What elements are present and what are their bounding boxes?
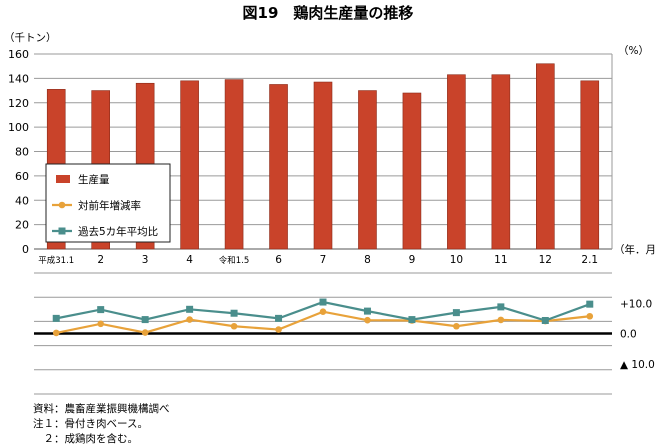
point-marker [364, 316, 371, 324]
x-tick-label: 9 [409, 254, 416, 266]
bar [447, 74, 466, 250]
point-marker [452, 309, 460, 317]
x-tick-label: 4 [186, 254, 193, 266]
x-axis-title: （年．月） [614, 243, 656, 256]
y-tick-label: 120 [8, 97, 29, 110]
point-marker [275, 314, 283, 322]
point-marker [497, 303, 505, 311]
y-tick-label: 60 [15, 170, 29, 183]
point-marker [52, 329, 60, 337]
point-marker [275, 326, 282, 333]
point-marker [186, 305, 194, 313]
note-source: 資料：農畜産業振興機構調べ [33, 403, 170, 415]
y-axis-title: （千トン） [4, 32, 57, 44]
point-marker [408, 316, 416, 324]
point-marker [186, 316, 193, 323]
bar [536, 63, 555, 250]
x-tick-label: 10 [450, 254, 463, 266]
note-1: 注１：骨付き肉ベース。 [33, 418, 148, 430]
legend-swatch [56, 175, 70, 183]
y-tick-label: 40 [15, 194, 29, 207]
x-tick-label: 12 [539, 254, 552, 266]
x-tick-label: 平成31.1 [38, 255, 74, 266]
point-marker [319, 298, 327, 306]
y2-tick-label: +10.0 [620, 298, 652, 310]
note-2: ２：成鶏肉を含む。 [33, 433, 138, 445]
point-marker [52, 314, 60, 322]
bar [269, 84, 288, 250]
y2-axis-title: （%） [618, 45, 649, 57]
x-tick-label: 7 [320, 254, 327, 266]
point-marker [230, 322, 238, 330]
y2-tick-label: ▲ 10.0 [620, 359, 655, 371]
legend-marker [58, 227, 66, 235]
legend-marker [58, 201, 66, 209]
x-tick-label: 令和1.5 [219, 255, 250, 266]
production-plot: 0 20 40 60 80 100 120 140 160 平成31.1 2 3 4 令和1.5 6 7 8 9 1… [8, 48, 613, 266]
y2-tick-label: 0.0 [620, 329, 637, 341]
x-tick-label: 3 [142, 254, 149, 266]
y-tick-label: 80 [15, 146, 29, 159]
bar [491, 74, 511, 250]
bar [180, 80, 199, 250]
point-marker [230, 309, 238, 317]
chart-title: 図19 鶏肉生産量の推移 [243, 4, 414, 22]
x-tick-label: 6 [275, 254, 282, 266]
x-tick-label: 2.1 [581, 254, 598, 266]
point-marker [363, 307, 371, 315]
point-marker [97, 320, 104, 328]
x-tick-label: 2 [97, 254, 104, 266]
point-marker [586, 300, 594, 308]
legend-label: 過去5カ年平均比 [78, 225, 158, 238]
point-marker [453, 322, 460, 330]
point-marker [97, 306, 105, 314]
bar [358, 90, 377, 250]
y-tick-label: 100 [8, 121, 29, 134]
point-marker [141, 316, 149, 324]
bar [580, 80, 600, 250]
y-tick-label: 140 [8, 72, 29, 85]
y-tick-label: 0 [22, 243, 29, 256]
point-marker [541, 316, 549, 324]
bar [402, 92, 422, 250]
point-marker [141, 329, 149, 336]
rate-plot: +10.0 0.0 ▲ 10.0 [34, 272, 655, 395]
legend-label: 対前年増減率 [78, 199, 141, 212]
bar [313, 81, 333, 250]
bar [224, 79, 244, 250]
x-tick-label: 11 [494, 254, 507, 266]
point-marker [586, 312, 594, 320]
x-tick-label: 8 [364, 254, 371, 266]
y-tick-label: 20 [15, 219, 29, 232]
point-marker [319, 308, 327, 316]
legend-label: 生産量 [78, 173, 110, 186]
source-notes: 資料：農畜産業振興機構調べ 注１：骨付き肉ベース。 ２：成鶏肉を含む。 [33, 402, 170, 447]
y-tick-label: 160 [8, 48, 29, 61]
point-marker [497, 316, 505, 324]
